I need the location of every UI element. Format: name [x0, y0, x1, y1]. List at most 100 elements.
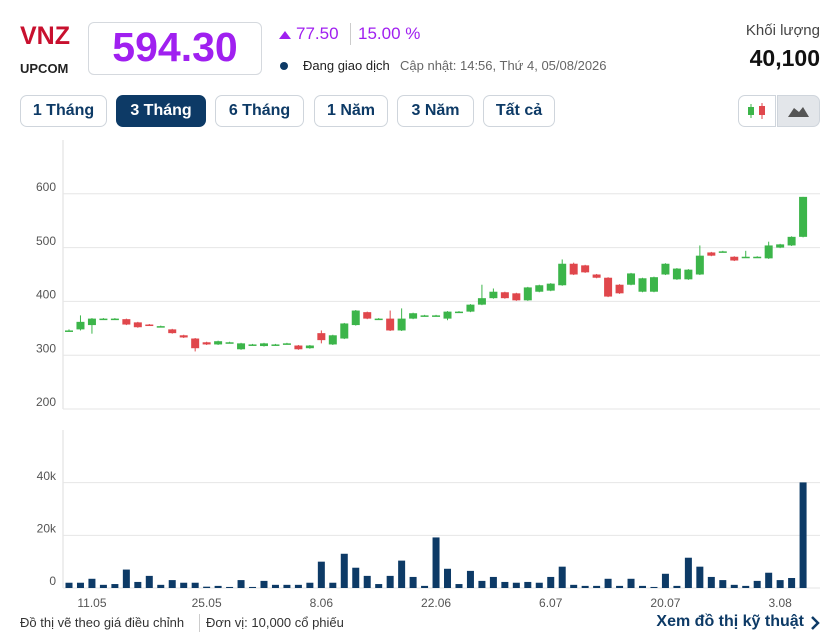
candle-body — [156, 326, 165, 328]
candle-body — [145, 324, 154, 327]
candle-body — [466, 304, 475, 312]
volume-bar — [616, 585, 624, 588]
candle-body — [741, 256, 750, 259]
volume-bar — [650, 586, 658, 588]
x-tick-label: 3.08 — [768, 596, 792, 610]
status: Đang giao dịch — [303, 58, 390, 73]
candle-body — [753, 256, 762, 259]
x-tick-label: 25.05 — [192, 596, 222, 610]
volume-bar — [570, 584, 578, 588]
candle-body — [110, 318, 119, 321]
volume-bar — [593, 585, 601, 588]
candle-body — [248, 344, 257, 346]
candle-body — [363, 312, 372, 319]
candle-body — [661, 263, 670, 275]
candle-body — [569, 263, 578, 275]
x-tick-label: 6.07 — [539, 596, 563, 610]
volume-bar — [375, 584, 383, 588]
volume-bar — [604, 578, 612, 588]
candle-body — [764, 245, 773, 259]
candle-body — [730, 256, 739, 261]
candle-body — [133, 322, 142, 328]
volume-bar — [352, 567, 360, 588]
candle-body — [684, 269, 693, 280]
volume-bar — [157, 584, 165, 588]
x-tick-label: 22.06 — [421, 596, 451, 610]
volume-bar — [501, 581, 509, 588]
candle-body — [799, 196, 808, 237]
candle-body — [477, 298, 486, 305]
volume-bar — [639, 585, 646, 588]
volume-bar — [696, 566, 704, 588]
candle-body — [87, 318, 96, 326]
candle-body — [420, 315, 429, 317]
candle-body — [65, 330, 73, 332]
candle-body — [351, 310, 360, 326]
price-box — [88, 22, 262, 75]
x-tick-label: 11.05 — [77, 596, 106, 610]
candle-body — [707, 252, 716, 256]
candle-view-button[interactable] — [738, 95, 776, 127]
volume-bar — [237, 580, 245, 588]
volume-bar — [294, 584, 302, 588]
candle-body — [776, 244, 785, 248]
volume-bar — [340, 553, 348, 588]
volume-label: Khối lượng — [745, 22, 820, 39]
volume-bar — [707, 576, 715, 588]
volume-bar — [88, 578, 96, 588]
candle-body — [294, 345, 303, 350]
candle-body — [672, 268, 681, 280]
status-dot — [280, 62, 288, 70]
candle-body — [328, 335, 337, 345]
volume-bar — [260, 580, 268, 588]
volume-bar — [661, 573, 669, 588]
candle-body — [500, 292, 509, 299]
candle-body — [317, 333, 326, 341]
range-tab[interactable]: 1 Năm — [314, 95, 388, 127]
volume-bar — [535, 582, 543, 588]
volume-bar — [444, 568, 452, 588]
candle-body — [604, 277, 613, 297]
range-tab[interactable]: 6 Tháng — [215, 95, 304, 127]
volume-bar — [329, 582, 337, 588]
volume-bar — [122, 569, 130, 588]
volume-bar — [558, 566, 566, 588]
volume-bar — [271, 584, 279, 588]
volume-bar — [455, 584, 463, 588]
technical-chart-link[interactable]: Xem đồ thị kỹ thuật — [656, 613, 804, 630]
candle-body — [512, 293, 521, 301]
range-tab[interactable]: 1 Tháng — [20, 95, 107, 127]
candle-body — [259, 343, 268, 347]
candle-body — [489, 291, 498, 299]
candle-body — [179, 335, 188, 338]
range-tab[interactable]: Tất cả — [483, 95, 555, 127]
candle-body — [443, 311, 452, 319]
y-tick-label: 0 — [49, 574, 56, 588]
range-tab[interactable]: 3 Năm — [397, 95, 474, 127]
volume-bar — [180, 582, 188, 588]
volume-bar — [799, 482, 807, 588]
y-tick-label: 40k — [37, 469, 57, 483]
candle-body — [546, 283, 555, 291]
area-view-button[interactable] — [777, 95, 820, 127]
volume-bar — [730, 584, 738, 588]
candle-body — [535, 285, 544, 292]
area-icon — [788, 107, 809, 117]
candle-body — [168, 329, 177, 334]
exchange: UPCOM — [20, 61, 69, 76]
candle-body — [225, 342, 234, 344]
y-tick-label: 300 — [36, 341, 56, 355]
candle-body — [627, 273, 636, 285]
candle-body — [374, 318, 383, 321]
volume-bar — [76, 582, 84, 588]
updated: Cập nhật: 14:56, Thứ 4, 05/08/2026 — [400, 58, 607, 73]
y-tick-label: 500 — [36, 234, 56, 248]
volume-bar — [203, 586, 211, 588]
candle-body — [787, 236, 796, 246]
range-tab[interactable]: 3 Tháng — [116, 95, 206, 127]
price: 594.30 — [112, 24, 238, 70]
symbol: VNZ — [20, 22, 70, 50]
volume-bar — [145, 575, 153, 588]
volume-bar — [409, 576, 417, 588]
